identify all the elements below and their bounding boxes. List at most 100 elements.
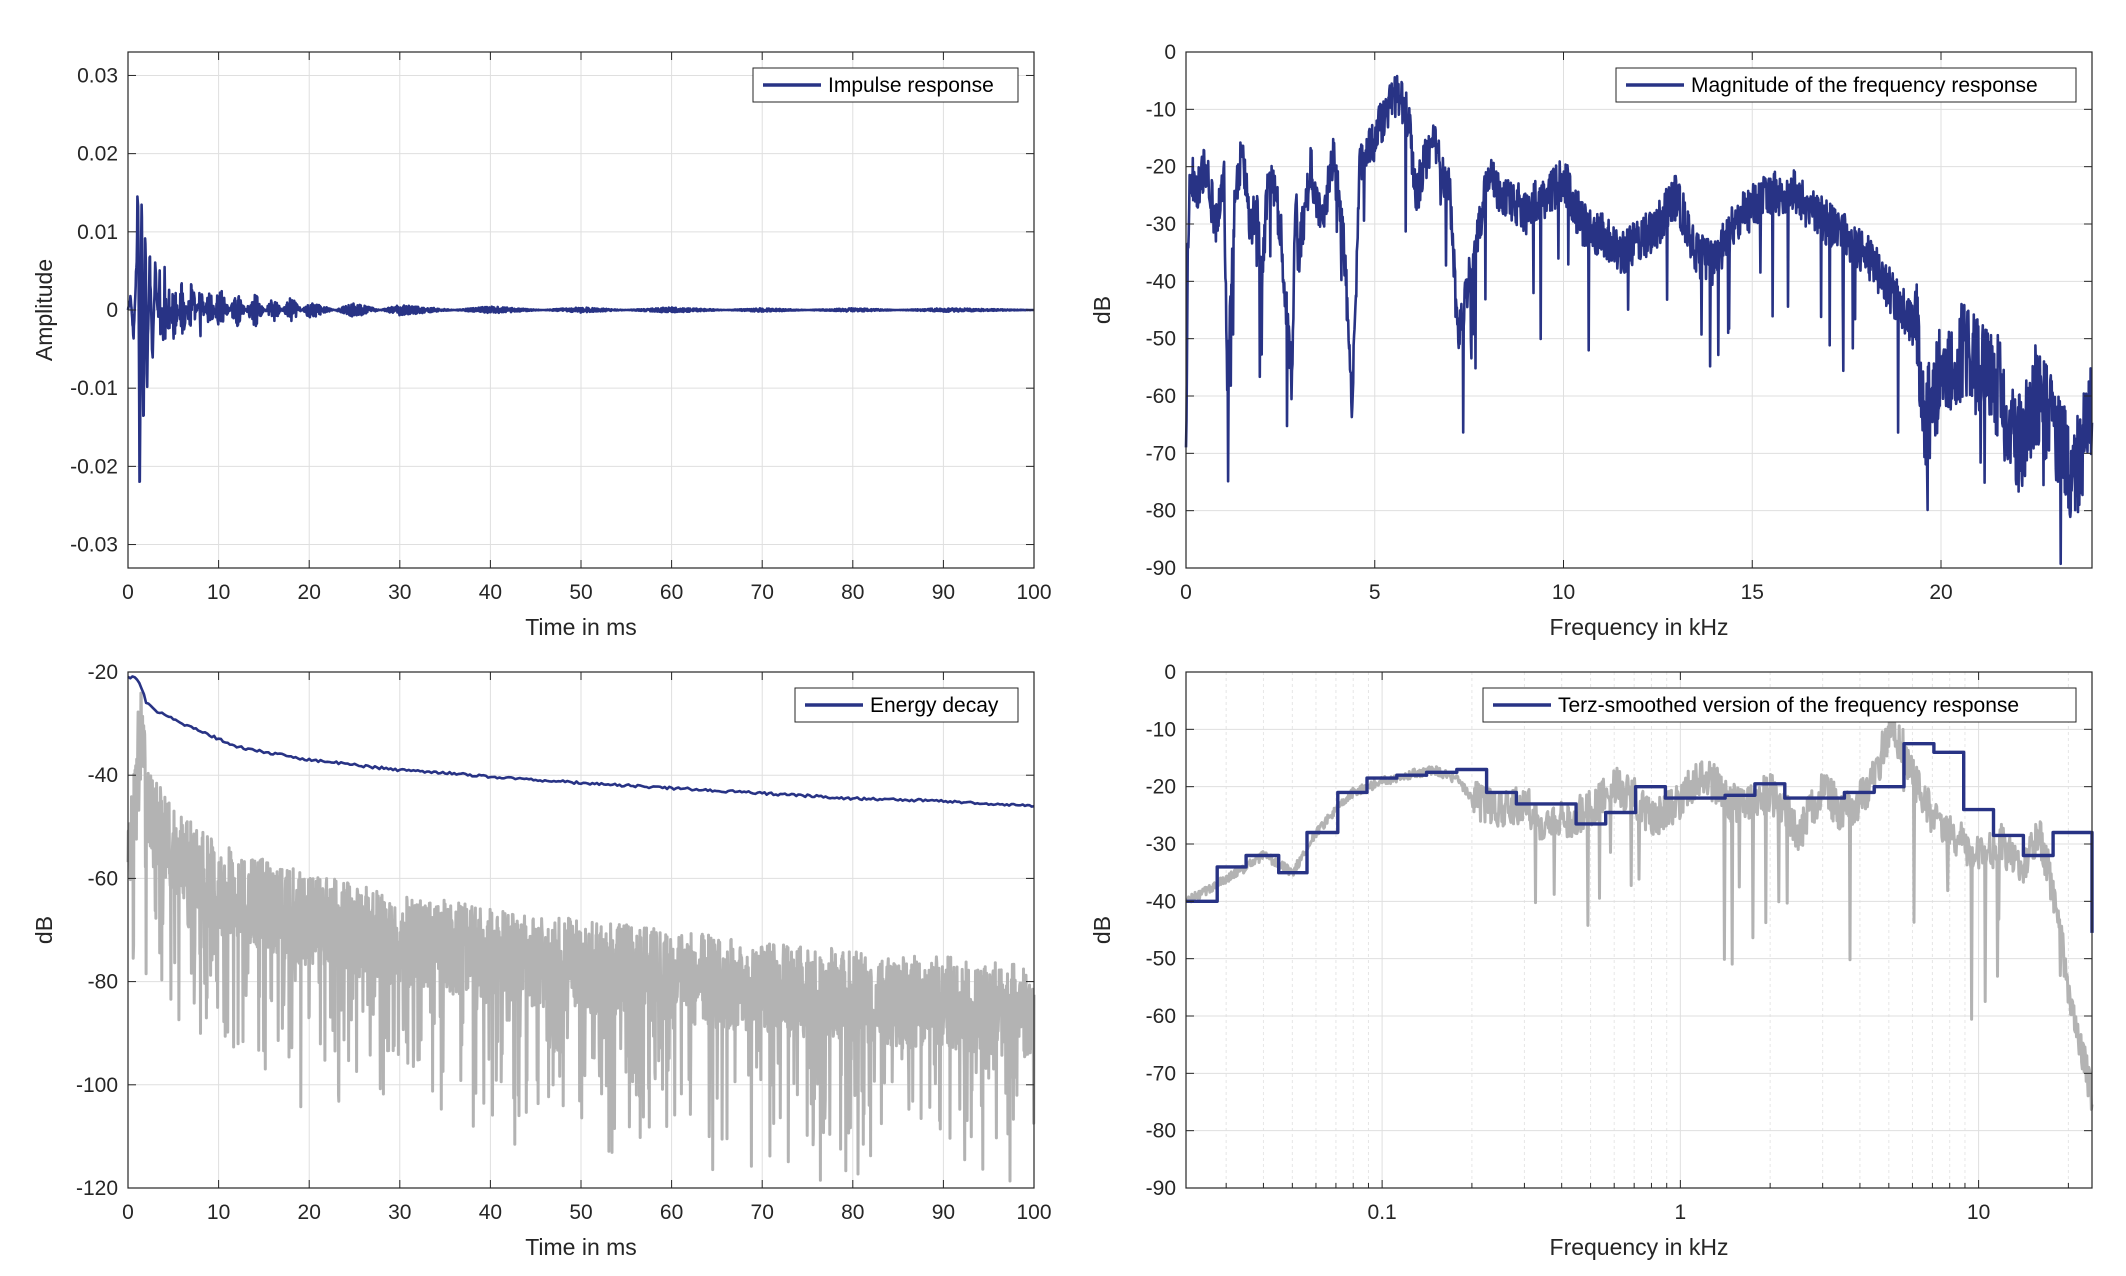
y-tick-label: -0.01 xyxy=(70,377,118,400)
series-group xyxy=(1185,710,2094,1111)
ticks: 0 10 20 30 40 50 60 70 80 90 100 0.03 0.02 0.01 0 -0.01… xyxy=(70,52,1052,604)
secondary-series-line xyxy=(126,691,1036,1183)
series-group xyxy=(126,675,1036,1183)
x-tick-label: 90 xyxy=(932,581,955,604)
x-tick-label: 30 xyxy=(388,1201,411,1224)
x-tick-label: 40 xyxy=(479,1201,502,1224)
legend-entry: Terz-smoothed version of the frequency r… xyxy=(1558,694,2019,717)
y-axis-label: dB xyxy=(1089,296,1115,324)
x-tick-label: 20 xyxy=(1929,581,1952,604)
y-tick-label: 0 xyxy=(1164,41,1176,64)
legend-entry: Impulse response xyxy=(828,74,994,97)
x-tick-label: 60 xyxy=(660,581,683,604)
y-tick-label: -20 xyxy=(88,661,118,684)
y-tick-label: 0.02 xyxy=(77,143,118,166)
y-tick-label: -90 xyxy=(1146,557,1176,580)
legend-entry: Energy decay xyxy=(870,694,999,717)
x-tick-label: 0 xyxy=(1180,581,1192,604)
x-axis-label: Frequency in kHz xyxy=(1550,614,1729,640)
y-tick-label: -0.02 xyxy=(70,455,118,478)
y-tick-label: -40 xyxy=(88,764,118,787)
y-tick-label: 0 xyxy=(106,299,118,322)
x-tick-label: 50 xyxy=(569,581,592,604)
y-tick-label: -70 xyxy=(1146,1062,1176,1085)
y-tick-label: -10 xyxy=(1146,718,1176,741)
primary-series-line xyxy=(1184,74,2094,566)
y-axis-label: dB xyxy=(1089,916,1115,944)
x-tick-label: 20 xyxy=(298,581,321,604)
primary-series-line xyxy=(127,675,1035,808)
x-tick-label: 10 xyxy=(1967,1201,1990,1224)
y-tick-label: -80 xyxy=(1146,1120,1176,1143)
y-tick-label: -50 xyxy=(1146,328,1176,351)
y-tick-label: -10 xyxy=(1146,98,1176,121)
plot-area xyxy=(1186,52,2092,568)
y-tick-label: -20 xyxy=(1146,776,1176,799)
y-tick-label: -40 xyxy=(1146,270,1176,293)
x-tick-label: 15 xyxy=(1741,581,1764,604)
x-tick-label: 40 xyxy=(479,581,502,604)
x-axis-label: Time in ms xyxy=(525,1234,637,1260)
y-tick-label: -60 xyxy=(1146,1005,1176,1028)
frequency-response-chart: 0 5 10 15 20 0 -10 -20 -30 -40 -50 -60 -70 -80 -90 Freq… xyxy=(1089,41,2094,640)
x-axis-label: Time in ms xyxy=(525,614,637,640)
y-tick-label: -20 xyxy=(1146,156,1176,179)
x-tick-label: 1 xyxy=(1675,1201,1687,1224)
y-tick-label: 0 xyxy=(1164,661,1176,684)
legend-entry: Magnitude of the frequency response xyxy=(1691,74,2038,97)
y-tick-label: -90 xyxy=(1146,1177,1176,1200)
x-tick-label: 0 xyxy=(122,1201,134,1224)
terz-smoothed-chart: 0.1 1 10 0 -10 -20 -30 -40 -50 -60 -70 -80 -90 Freque… xyxy=(1089,661,2094,1260)
legend: Terz-smoothed version of the frequency r… xyxy=(1482,687,2077,723)
x-axis-label: Frequency in kHz xyxy=(1550,1234,1729,1260)
x-tick-label: 80 xyxy=(841,1201,864,1224)
legend: Energy decay xyxy=(794,687,1019,723)
y-tick-label: -50 xyxy=(1146,948,1176,971)
series-group xyxy=(1184,74,2094,566)
energy-decay-chart: 0 10 20 30 40 50 60 70 80 90 100 -20 -40 -60 -80 -100 -1… xyxy=(31,661,1052,1260)
x-tick-label: 100 xyxy=(1016,581,1051,604)
y-tick-label: -30 xyxy=(1146,213,1176,236)
ticks: 0 5 10 15 20 0 -10 -20 -30 -40 -50 -60 -70 -80 -90 xyxy=(1146,41,2092,604)
y-axis-label: dB xyxy=(31,916,57,944)
y-tick-label: -80 xyxy=(88,971,118,994)
legend: Impulse response xyxy=(752,67,1019,103)
y-tick-label: -120 xyxy=(76,1177,118,1200)
y-tick-label: 0.03 xyxy=(77,64,118,87)
y-axis-label: Amplitude xyxy=(31,259,57,361)
x-tick-label: 0.1 xyxy=(1368,1201,1397,1224)
x-tick-label: 30 xyxy=(388,581,411,604)
y-tick-label: -100 xyxy=(76,1074,118,1097)
x-tick-label: 70 xyxy=(751,1201,774,1224)
y-tick-label: -60 xyxy=(88,867,118,890)
series-group xyxy=(126,195,1035,483)
y-tick-label: -60 xyxy=(1146,385,1176,408)
x-tick-label: 70 xyxy=(751,581,774,604)
primary-series-line xyxy=(126,195,1035,483)
x-tick-label: 60 xyxy=(660,1201,683,1224)
x-tick-label: 80 xyxy=(841,581,864,604)
x-tick-label: 50 xyxy=(569,1201,592,1224)
y-tick-label: -80 xyxy=(1146,500,1176,523)
x-tick-label: 90 xyxy=(932,1201,955,1224)
x-tick-label: 10 xyxy=(207,581,230,604)
ticks: 0 10 20 30 40 50 60 70 80 90 100 -20 -40 -60 -80 -100 -1… xyxy=(76,661,1052,1224)
impulse-response-chart: 0 10 20 30 40 50 60 70 80 90 100 0.03 0.02 0.01 0 -0.01… xyxy=(31,51,1052,640)
x-tick-label: 100 xyxy=(1016,1201,1051,1224)
x-tick-label: 5 xyxy=(1369,581,1381,604)
y-tick-label: -70 xyxy=(1146,442,1176,465)
y-tick-label: -30 xyxy=(1146,833,1176,856)
x-tick-label: 10 xyxy=(1552,581,1575,604)
x-tick-label: 10 xyxy=(207,1201,230,1224)
ticks: 0.1 1 10 0 -10 -20 -30 -40 -50 -60 -70 -80 -90 xyxy=(1146,661,2092,1224)
plot-area xyxy=(1186,672,2092,1188)
y-tick-label: 0.01 xyxy=(77,221,118,244)
axes-frame xyxy=(1185,51,2093,569)
legend: Magnitude of the frequency response xyxy=(1615,67,2077,103)
axes-frame xyxy=(1185,671,2093,1189)
y-tick-label: -0.03 xyxy=(70,534,118,557)
primary-series-line xyxy=(1186,742,2094,933)
legend-box xyxy=(1482,687,2077,723)
y-tick-label: -40 xyxy=(1146,890,1176,913)
